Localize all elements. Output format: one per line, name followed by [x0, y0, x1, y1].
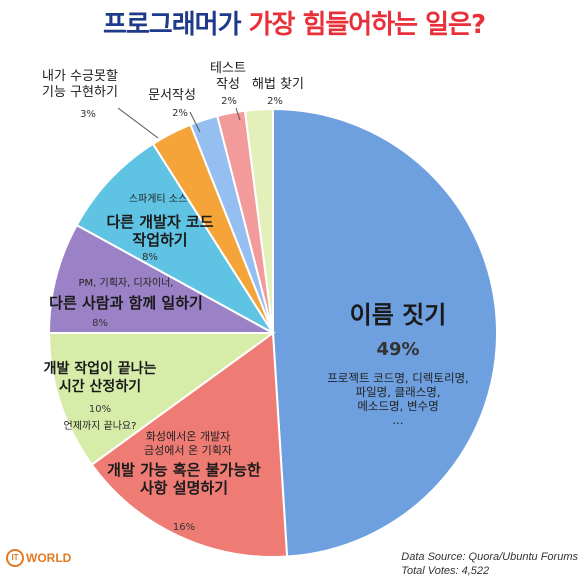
- slice-label-estimate: 개발 작업이 끝나는 시간 산정하기: [44, 360, 157, 395]
- slice-label-work_with_others: 다른 사람과 함께 일하기: [49, 294, 203, 312]
- slice-label-docs: 문서작성: [148, 88, 196, 103]
- source-line-1: Data Source: Quora/Ubuntu Forums: [401, 551, 578, 563]
- slice-value-work_with_others: 8%: [92, 318, 108, 329]
- slice-note-naming: 프로젝트 코드명, 디렉토리명, 파일명, 클래스명, 메소드명, 변수명...: [327, 371, 469, 427]
- leader-line-cannot_implement: [117, 107, 159, 139]
- slice-value-others_code: 8%: [142, 252, 158, 263]
- pie-slice-naming: [272, 107, 498, 558]
- pie-slice-others_code: [75, 142, 274, 334]
- slice-value-estimate: 10%: [89, 404, 111, 415]
- itworld-logo: IT WORLD: [6, 549, 71, 567]
- slice-note-explain: 화성에서온 개발자 금성에서 온 기획자: [144, 430, 232, 457]
- title-part-2: 가장 힘들어하는 일은?: [248, 10, 486, 40]
- slice-value-solution: 2%: [267, 96, 283, 107]
- source-line-2: Total Votes: 4,522: [401, 565, 490, 577]
- data-source: Data Source: Quora/Ubuntu Forums Total V…: [401, 550, 578, 578]
- logo-circle: IT: [6, 549, 24, 567]
- pie-slice-estimate: [47, 332, 277, 467]
- slice-value-explain: 16%: [173, 522, 195, 533]
- slice-label-naming: 이름 짓기: [350, 301, 447, 329]
- slice-label-test: 테스트 작성: [210, 61, 246, 92]
- title-part-1: 프로그래머가: [102, 10, 242, 40]
- slice-label-others_code: 다른 개발자 코드 작업하기: [106, 213, 213, 249]
- chart-title: 프로그래머가 가장 힘들어하는 일은?: [0, 4, 588, 41]
- leader-line-docs: [189, 111, 201, 133]
- slice-label-solution: 해법 찾기: [252, 77, 304, 92]
- slice-value-cannot_implement: 3%: [80, 109, 96, 120]
- pie-slice-explain: [90, 331, 289, 558]
- slice-value-naming: 49%: [376, 339, 419, 360]
- slice-note-others_code: 스파게티 소스: [129, 193, 187, 205]
- slice-value-docs: 2%: [172, 108, 188, 119]
- pie-slice-solution: [243, 107, 274, 334]
- logo-text: WORLD: [26, 551, 72, 565]
- pie-slice-work_with_others: [47, 223, 274, 334]
- slice-label-cannot_implement: 내가 수긍못할 기능 구현하기: [42, 69, 118, 100]
- slice-value-test: 2%: [221, 96, 237, 107]
- slice-note-work_with_others: PM, 기획자, 디자이너,: [79, 277, 174, 289]
- slice-note-estimate: 언제까지 끝나요?: [64, 420, 137, 432]
- leader-line-test: [235, 107, 241, 121]
- slice-label-explain: 개발 가능 혹은 불가능한 사항 설명하기: [107, 461, 261, 497]
